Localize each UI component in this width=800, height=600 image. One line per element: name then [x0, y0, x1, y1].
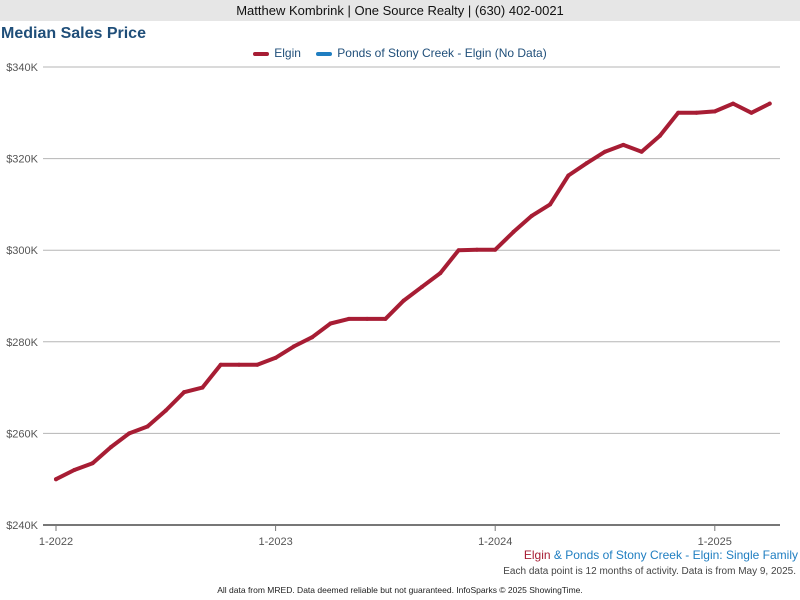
data-point — [511, 229, 516, 234]
data-point — [767, 101, 772, 106]
data-point — [218, 362, 223, 367]
data-point — [566, 173, 571, 178]
data-point — [328, 321, 333, 326]
y-tick-label: $300K — [6, 245, 38, 257]
data-point — [603, 149, 607, 154]
data-point — [657, 133, 662, 138]
data-point — [731, 101, 736, 106]
data-point — [493, 247, 498, 252]
data-point — [712, 109, 717, 114]
data-point — [310, 335, 315, 340]
legend-label-elgin: Elgin — [274, 46, 301, 60]
data-point — [365, 316, 370, 321]
data-point — [639, 149, 644, 154]
data-point — [456, 248, 461, 253]
data-point — [694, 110, 699, 115]
data-point — [584, 161, 589, 166]
data-point — [548, 202, 553, 207]
data-point — [401, 298, 406, 303]
data-point — [255, 362, 260, 367]
legend-swatch-ponds — [316, 51, 333, 56]
agent-header-bar: Matthew Kombrink | One Source Realty | (… — [0, 0, 800, 21]
data-point — [90, 461, 95, 466]
data-point — [145, 424, 150, 429]
data-point — [108, 445, 113, 450]
y-tick-label: $260K — [6, 428, 38, 440]
series-line-elgin — [54, 101, 772, 482]
data-point — [163, 408, 168, 413]
data-point — [346, 316, 351, 321]
y-tick-label: $340K — [6, 62, 38, 74]
data-point — [127, 431, 132, 436]
data-point — [200, 385, 205, 390]
chart-subtitle: Elgin & Ponds of Stony Creek - Elgin: Si… — [524, 548, 798, 562]
y-tick-label: $320K — [6, 154, 38, 166]
chart-title: Median Sales Price — [1, 25, 146, 42]
footer-disclaimer: All data from MRED. Data deemed reliable… — [217, 585, 583, 595]
data-point — [438, 271, 443, 276]
legend-item-elgin[interactable]: Elgin — [253, 46, 301, 60]
legend-swatch-elgin — [253, 51, 270, 56]
data-point — [621, 142, 626, 147]
agent-contact-text: Matthew Kombrink | One Source Realty | (… — [236, 3, 564, 18]
data-point — [54, 477, 58, 482]
legend-item-ponds[interactable]: Ponds of Stony Creek - Elgin (No Data) — [316, 46, 547, 60]
data-point — [529, 213, 534, 218]
chart-legend: Elgin Ponds of Stony Creek - Elgin (No D… — [0, 46, 800, 60]
data-point — [420, 284, 424, 289]
data-point — [749, 110, 754, 115]
data-point — [182, 390, 187, 395]
y-tick-label: $280K — [6, 337, 38, 349]
x-tick-label: 1-2024 — [478, 536, 512, 548]
subtitle-area-ponds: & Ponds of Stony Creek - Elgin: Single F… — [550, 548, 798, 562]
data-point — [237, 362, 241, 367]
legend-label-ponds: Ponds of Stony Creek - Elgin (No Data) — [337, 46, 547, 60]
data-point — [676, 110, 681, 115]
data-point — [383, 316, 388, 321]
data-note: Each data point is 12 months of activity… — [503, 566, 796, 577]
data-point — [72, 468, 77, 473]
data-point — [273, 355, 278, 360]
x-tick-label: 1-2022 — [39, 536, 73, 548]
data-point — [291, 344, 296, 349]
y-tick-label: $240K — [6, 520, 38, 532]
subtitle-area-elgin: Elgin — [523, 548, 551, 562]
x-tick-label: 1-2023 — [258, 536, 292, 548]
x-tick-label: 1-2025 — [698, 536, 732, 548]
data-point — [474, 247, 479, 252]
